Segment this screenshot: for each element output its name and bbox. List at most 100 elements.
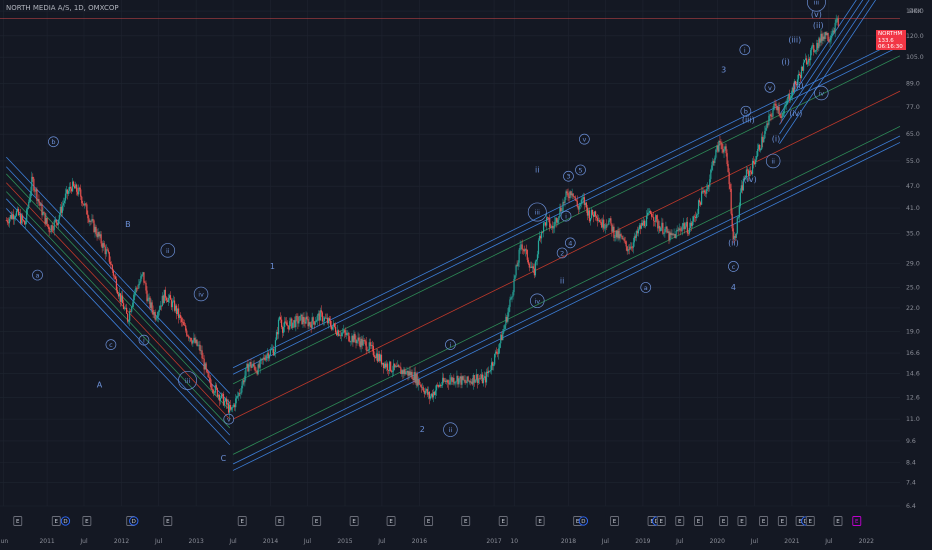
candle-body (620, 234, 622, 236)
candle-body (470, 381, 472, 383)
price-axis[interactable]: 6.4 7.4 8.4 9.6 11.0 12.6 14.6 16.6 19.0 22.0 25.0… (906, 8, 924, 510)
candle-body (308, 322, 310, 327)
candle-body (719, 140, 721, 143)
candle-body (654, 220, 656, 222)
candle-body (377, 354, 380, 362)
candle-body (100, 234, 102, 244)
candle-body (277, 319, 280, 335)
candle-body (380, 354, 383, 365)
candle-body (600, 222, 602, 223)
candle-body (159, 305, 161, 310)
candle-body (354, 333, 356, 340)
candle-body (756, 156, 758, 160)
candle-body (447, 380, 449, 383)
candle-body (762, 136, 764, 143)
candle-body (321, 312, 323, 322)
candle-body (605, 224, 607, 228)
candle-body (187, 335, 189, 337)
candle-body (92, 219, 94, 221)
wave-label-circle (32, 269, 43, 281)
y-tick-label: 29.0 (906, 261, 920, 268)
candle-body (758, 144, 760, 149)
candle-body (303, 316, 305, 323)
candle-body (101, 243, 103, 248)
wave-label: a (36, 272, 40, 280)
candle-body (484, 376, 487, 383)
candle-body (198, 344, 200, 346)
candle-body (114, 276, 117, 280)
candle-body (226, 403, 229, 405)
candle-body (312, 317, 314, 322)
candle-body (323, 317, 325, 321)
event-badge-letter: D (581, 519, 585, 525)
candle-body (43, 212, 45, 213)
x-tick-label: 2020 (710, 538, 725, 545)
candle-body (69, 186, 72, 189)
candle-body (656, 215, 658, 219)
earnings-badge (275, 516, 285, 526)
time-axis[interactable]: Jun 2011 Jul 2012 Jul 2013 Jul 2014 Jul 2015 Jul 20… (0, 538, 874, 545)
candle-body (714, 157, 716, 163)
candle-body (663, 233, 665, 234)
candle-body (774, 103, 776, 105)
candle-body (630, 246, 632, 248)
candle-body (443, 377, 445, 382)
wave-label: v (768, 84, 772, 92)
candle-body (280, 319, 283, 328)
candle-body (552, 226, 554, 229)
candle-body (568, 196, 570, 198)
candle-body (15, 210, 18, 216)
candle-body (740, 185, 742, 193)
candle-body (181, 318, 183, 322)
candle-body (18, 213, 21, 216)
wave-label-circle (564, 237, 576, 249)
candle-body (577, 206, 579, 210)
candle-body (32, 176, 34, 179)
wave-label-circle (530, 293, 545, 309)
candle-body (554, 221, 556, 228)
candle-body (179, 315, 181, 318)
candle-body (388, 370, 390, 371)
candle-body (191, 341, 193, 344)
candle-body (790, 95, 792, 99)
x-tick-label: Jul (675, 538, 684, 545)
candle-body (668, 231, 670, 241)
event-badge-letter: E (836, 519, 840, 525)
candle-body (409, 371, 411, 376)
y-tick-label: 9.6 (906, 438, 916, 445)
wave-label: iii (185, 377, 191, 385)
candle-body (205, 363, 207, 370)
candle-body (163, 289, 165, 304)
x-tick-label: 2012 (114, 538, 129, 545)
candle-body (142, 272, 144, 275)
candle-body (688, 227, 690, 234)
candle-body (642, 220, 645, 226)
candle-body (712, 160, 714, 166)
candle-body (352, 335, 354, 343)
candle-body (567, 193, 569, 197)
event-badge-letter: D (655, 519, 659, 525)
candle-body (772, 110, 774, 117)
candle-body (502, 332, 504, 341)
candle-body (417, 379, 419, 386)
candle-body (737, 217, 739, 218)
candle-body (715, 149, 717, 158)
candle-body (624, 240, 626, 242)
candle-body (645, 215, 648, 226)
wave-label-circle (138, 334, 150, 346)
candle-body (157, 311, 159, 317)
candle-body (204, 363, 206, 370)
candle-body (416, 373, 418, 386)
candle-body (536, 254, 539, 260)
candle-body (241, 385, 243, 393)
candle-body (716, 145, 718, 150)
candle-body (809, 58, 811, 61)
candle-body (45, 217, 47, 224)
candle-body (570, 191, 572, 196)
earnings-badge (13, 516, 23, 526)
candle-body (279, 317, 282, 320)
candle-body (27, 207, 29, 210)
candle-body (397, 364, 399, 367)
candle-body (188, 336, 190, 339)
candle-body (537, 240, 540, 255)
